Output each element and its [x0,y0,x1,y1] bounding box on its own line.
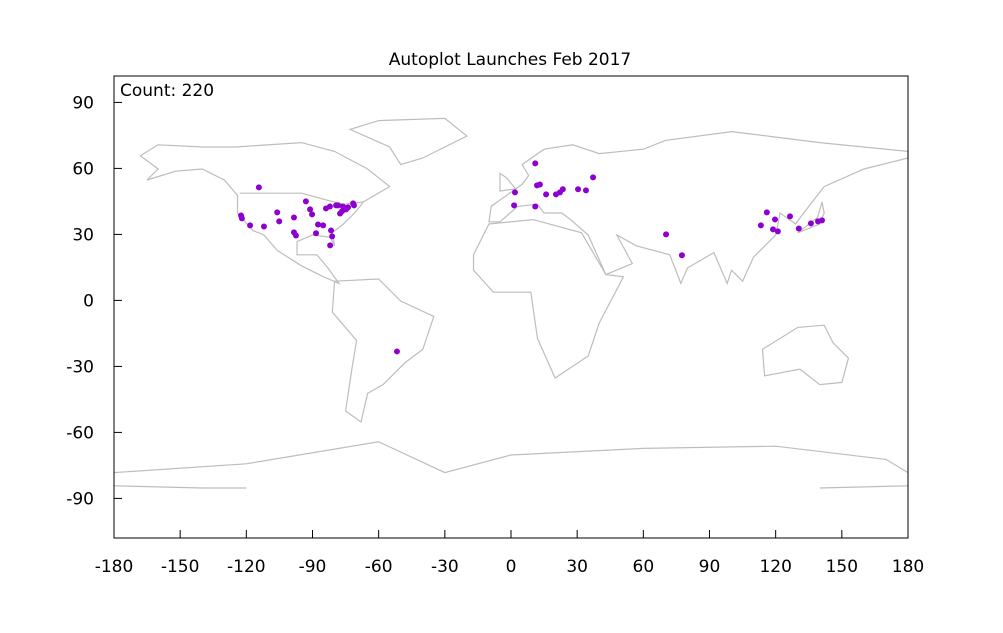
point [757,222,764,229]
x-tick-label: -60 [365,557,393,577]
x-tick-label: -90 [299,557,327,577]
x-tick-label: 30 [566,557,588,577]
point [770,226,777,233]
y-tick-label: 90 [72,93,94,113]
point [276,218,283,225]
point [511,202,518,209]
africa [474,220,624,378]
point [543,191,550,198]
x-tick-label: 60 [633,557,655,577]
point [309,211,316,218]
point [307,206,314,213]
point [532,203,539,210]
point [315,221,322,228]
point [313,230,320,237]
x-tick-label: 180 [892,557,924,577]
point [582,187,589,194]
x-tick-label: -180 [95,557,134,577]
point [339,203,346,210]
point [255,184,262,191]
x-tick-label: 150 [826,557,858,577]
point [327,242,334,249]
x-tick-label: -150 [161,557,200,577]
annotation: Count: 220 [120,81,214,101]
point [302,198,309,205]
point [763,209,770,216]
point [795,225,802,232]
point [663,231,670,238]
point [238,215,245,222]
point [807,220,814,227]
point [335,202,342,209]
world-map [114,118,908,488]
antarctica [114,442,908,473]
us-canada-border [240,193,364,204]
antarctica [820,486,908,488]
x-tick-label: 120 [759,557,791,577]
point [532,160,539,167]
point [559,186,566,193]
y-tick-label: 60 [72,159,94,179]
point [393,348,400,355]
south-america [332,279,433,422]
australia [762,325,848,384]
x-tick-label: -120 [227,557,266,577]
point [818,217,825,224]
x-tick-label: 90 [699,557,721,577]
point [678,252,685,259]
point [274,209,281,216]
point [511,189,518,196]
point [350,200,357,207]
greenland [350,118,467,164]
point [787,213,794,220]
plot-frame [113,75,909,539]
point [575,186,582,193]
y-tick-label: 0 [83,291,94,311]
point [320,222,327,229]
point [326,203,333,210]
chart-title: Autoplot Launches Feb 2017 [389,50,632,70]
point [590,174,597,181]
point [345,204,352,211]
point [772,216,779,223]
britain [500,173,515,191]
x-tick-label: 0 [506,557,517,577]
north-america [140,143,389,284]
point [260,223,267,230]
point [328,227,335,234]
y-tick-label: 30 [72,225,94,245]
x-tick-label: -30 [431,557,459,577]
point [329,233,336,240]
point [290,214,297,221]
antarctica [114,486,246,488]
point [290,229,297,236]
japan [798,202,824,233]
y-tick-label: -90 [66,489,94,509]
point [552,191,559,198]
y-tick-label: -30 [66,357,94,377]
point [247,222,254,229]
point [774,228,781,235]
y-tick-label: -60 [66,423,94,443]
eurasia [489,132,908,284]
point [536,181,543,188]
